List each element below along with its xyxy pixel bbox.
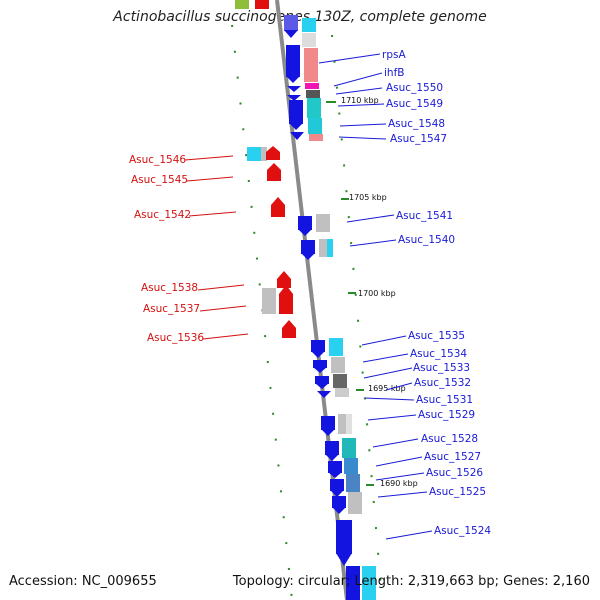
genome-summary: Topology: circular; Length: 2,319,663 bp…: [232, 574, 590, 589]
kbp-label-1710: 1710 kbp: [341, 96, 379, 105]
gene-label-asuc-1524[interactable]: Asuc_1524: [434, 525, 491, 537]
gene-label-asuc-1528[interactable]: Asuc_1528: [421, 433, 478, 445]
gene-label-asuc-1541[interactable]: Asuc_1541: [396, 210, 453, 222]
gene-label-asuc-1540[interactable]: Asuc_1540: [398, 234, 455, 246]
gene-label-asuc-1525[interactable]: Asuc_1525: [429, 486, 486, 498]
gene-label-asuc-1529[interactable]: Asuc_1529: [418, 409, 475, 421]
gene-label-asuc-1549[interactable]: Asuc_1549: [386, 98, 443, 110]
reverse-leader-lines: [184, 155, 249, 340]
gene-label-asuc-1550[interactable]: Asuc_1550: [386, 82, 443, 94]
inner-tick-ring: [331, 34, 383, 600]
gene-label-asuc-1532[interactable]: Asuc_1532: [414, 377, 471, 389]
kbp-ticks: [326, 101, 374, 486]
gene-label-asuc-1548[interactable]: Asuc_1548: [388, 118, 445, 130]
forward-leader-lines: [318, 53, 433, 540]
kbp-label-1705: 1705 kbp: [349, 193, 387, 202]
gene-label-ihfb[interactable]: ihfB: [384, 67, 404, 79]
gene-label-asuc-1542[interactable]: Asuc_1542: [134, 209, 191, 221]
feature-track-top: [235, 0, 269, 9]
gene-label-asuc-1547[interactable]: Asuc_1547: [390, 133, 447, 145]
kbp-label-1695: 1695 kbp: [368, 384, 406, 393]
outer-tick-ring: [231, 24, 293, 600]
kbp-label-1700: 1700 kbp: [358, 289, 396, 298]
gene-label-asuc-1537[interactable]: Asuc_1537: [143, 303, 200, 315]
forward-cds-features: [284, 15, 376, 600]
gene-label-asuc-1534[interactable]: Asuc_1534: [410, 348, 467, 360]
gene-label-asuc-1545[interactable]: Asuc_1545: [131, 174, 188, 186]
gene-label-asuc-1538[interactable]: Asuc_1538: [141, 282, 198, 294]
gene-label-rpsa[interactable]: rpsA: [382, 49, 406, 61]
gene-label-asuc-1527[interactable]: Asuc_1527: [424, 451, 481, 463]
gene-label-asuc-1533[interactable]: Asuc_1533: [413, 362, 470, 374]
gene-label-asuc-1546[interactable]: Asuc_1546: [129, 154, 186, 166]
genome-backbone: [275, 0, 349, 600]
gene-label-asuc-1531[interactable]: Asuc_1531: [416, 394, 473, 406]
gene-label-asuc-1535[interactable]: Asuc_1535: [408, 330, 465, 342]
map-title: Actinobacillus succinogenes 130Z, comple…: [113, 9, 487, 25]
kbp-label-1690: 1690 kbp: [380, 479, 418, 488]
accession-label: Accession: NC_009655: [9, 574, 157, 589]
gene-label-asuc-1526[interactable]: Asuc_1526: [426, 467, 483, 479]
gene-label-asuc-1536[interactable]: Asuc_1536: [147, 332, 204, 344]
reverse-cds-features: [247, 141, 296, 338]
